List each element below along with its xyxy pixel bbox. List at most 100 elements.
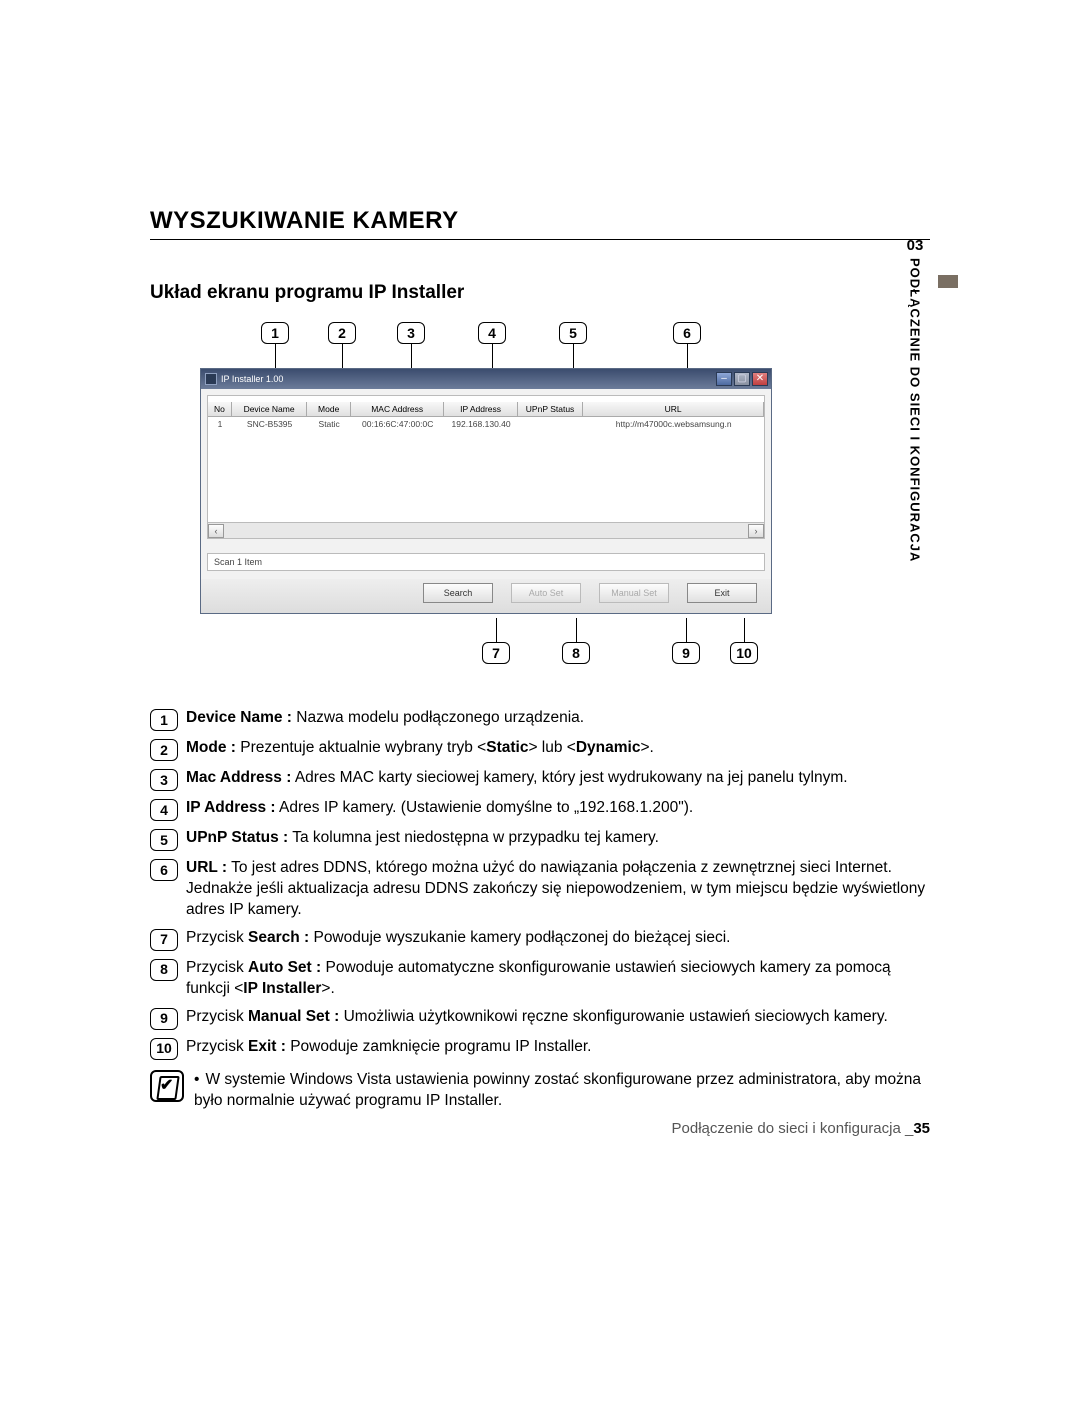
legend-item-10: 10 Przycisk Exit : Powoduje zamknięcie pr… bbox=[150, 1037, 930, 1060]
note-icon bbox=[150, 1070, 184, 1102]
callout-9: 9 bbox=[672, 642, 700, 664]
callout-7: 7 bbox=[482, 642, 510, 664]
legend-number: 9 bbox=[150, 1008, 178, 1030]
callout-tick bbox=[342, 344, 343, 368]
window-controls: – ▢ ✕ bbox=[716, 372, 768, 386]
search-button[interactable]: Search bbox=[423, 583, 493, 603]
section-title: Układ ekranu programu IP Installer bbox=[150, 282, 930, 304]
legend-number: 3 bbox=[150, 769, 178, 791]
note-block: •W systemie Windows Vista ustawienia pow… bbox=[150, 1070, 930, 1112]
minimize-button[interactable]: – bbox=[716, 372, 732, 386]
callout-1: 1 bbox=[261, 322, 289, 344]
legend-text: Przycisk Auto Set : Powoduje automatyczn… bbox=[186, 958, 930, 1000]
device-grid[interactable]: NoDevice NameModeMAC AddressIP AddressUP… bbox=[207, 395, 765, 523]
legend-text: UPnP Status : Ta kolumna jest niedostępn… bbox=[186, 828, 930, 849]
legend-number: 7 bbox=[150, 929, 178, 951]
ip-installer-window: IP Installer 1.00 – ▢ ✕ NoDevice NameMod… bbox=[200, 368, 772, 614]
column-header[interactable]: Device Name bbox=[232, 402, 307, 416]
column-header[interactable]: UPnP Status bbox=[518, 402, 584, 416]
legend-text: IP Address : Adres IP kamery. (Ustawieni… bbox=[186, 798, 930, 819]
legend-item-1: 1 Device Name : Nazwa modelu podłączonego… bbox=[150, 708, 930, 731]
callout-5: 5 bbox=[559, 322, 587, 344]
note-body: W systemie Windows Vista ustawienia powi… bbox=[194, 1071, 921, 1109]
column-header[interactable]: Mode bbox=[307, 402, 351, 416]
callout-row-bottom: 7 8 9 10 bbox=[200, 618, 820, 668]
legend-number: 8 bbox=[150, 959, 178, 981]
status-text: Scan 1 Item bbox=[207, 553, 765, 571]
legend-list: 1 Device Name : Nazwa modelu podłączonego… bbox=[150, 708, 930, 1060]
callout-tick bbox=[744, 618, 745, 642]
column-header[interactable]: No bbox=[208, 402, 232, 416]
grid-header-row: NoDevice NameModeMAC AddressIP AddressUP… bbox=[208, 402, 764, 417]
maximize-button[interactable]: ▢ bbox=[734, 372, 750, 386]
legend-item-2: 2 Mode : Prezentuje aktualnie wybrany try… bbox=[150, 738, 930, 761]
callout-4: 4 bbox=[478, 322, 506, 344]
legend-text: Mac Address : Adres MAC karty sieciowej … bbox=[186, 768, 930, 789]
legend-item-5: 5 UPnP Status : Ta kolumna jest niedostęp… bbox=[150, 828, 930, 851]
exit-button[interactable]: Exit bbox=[687, 583, 757, 603]
cell: SNC-B5395 bbox=[232, 417, 307, 431]
legend-number: 5 bbox=[150, 829, 178, 851]
callout-10: 10 bbox=[730, 642, 758, 664]
legend-number: 6 bbox=[150, 859, 178, 881]
note-text: •W systemie Windows Vista ustawienia pow… bbox=[194, 1070, 930, 1112]
cell: http://m47000c.websamsung.n bbox=[583, 417, 764, 431]
legend-item-3: 3 Mac Address : Adres MAC karty sieciowej… bbox=[150, 768, 930, 791]
page-footer: Podłączenie do sieci i konfiguracja _35 bbox=[150, 1120, 930, 1137]
legend-number: 4 bbox=[150, 799, 178, 821]
side-tab-marker bbox=[938, 275, 958, 288]
footer-text: Podłączenie do sieci i konfiguracja _ bbox=[672, 1120, 914, 1137]
callout-6: 6 bbox=[673, 322, 701, 344]
column-header[interactable]: MAC Address bbox=[351, 402, 444, 416]
callout-tick bbox=[576, 618, 577, 642]
cell: 192.168.130.40 bbox=[444, 417, 517, 431]
callout-tick bbox=[492, 344, 493, 368]
callout-tick bbox=[686, 618, 687, 642]
screenshot-figure: 1 2 3 4 5 6 IP Installer 1.00 – ▢ ✕ NoDevice … bbox=[200, 322, 820, 668]
callout-8: 8 bbox=[562, 642, 590, 664]
legend-number: 2 bbox=[150, 739, 178, 761]
manual-set-button: Manual Set bbox=[599, 583, 669, 603]
legend-item-4: 4 IP Address : Adres IP kamery. (Ustawien… bbox=[150, 798, 930, 821]
cell: Static bbox=[307, 417, 351, 431]
window-title: IP Installer 1.00 bbox=[221, 374, 283, 384]
callout-row-top: 1 2 3 4 5 6 bbox=[200, 322, 820, 368]
column-header[interactable]: IP Address bbox=[444, 402, 517, 416]
close-button[interactable]: ✕ bbox=[752, 372, 768, 386]
callout-tick bbox=[275, 344, 276, 368]
callout-2: 2 bbox=[328, 322, 356, 344]
legend-text: Przycisk Exit : Powoduje zamknięcie prog… bbox=[186, 1037, 930, 1058]
auto-set-button: Auto Set bbox=[511, 583, 581, 603]
column-header[interactable]: URL bbox=[583, 402, 764, 416]
app-icon bbox=[205, 373, 217, 385]
scroll-left-button[interactable]: ‹ bbox=[208, 524, 224, 538]
horizontal-scrollbar[interactable]: ‹ › bbox=[207, 523, 765, 539]
legend-text: Przycisk Manual Set : Umożliwia użytkown… bbox=[186, 1007, 930, 1028]
scroll-right-button[interactable]: › bbox=[748, 524, 764, 538]
legend-text: URL : To jest adres DDNS, którego można … bbox=[186, 858, 930, 921]
legend-item-9: 9 Przycisk Manual Set : Umożliwia użytkow… bbox=[150, 1007, 930, 1030]
legend-text: Mode : Prezentuje aktualnie wybrany tryb… bbox=[186, 738, 930, 759]
legend-number: 1 bbox=[150, 709, 178, 731]
legend-number: 10 bbox=[150, 1038, 178, 1060]
legend-item-7: 7 Przycisk Search : Powoduje wyszukanie k… bbox=[150, 928, 930, 951]
page-number: 35 bbox=[913, 1120, 930, 1137]
cell bbox=[518, 417, 584, 431]
callout-tick bbox=[687, 344, 688, 368]
cell: 00:16:6C:47:00:0C bbox=[351, 417, 444, 431]
button-row: Search Auto Set Manual Set Exit bbox=[201, 579, 771, 613]
page-title: WYSZUKIWANIE KAMERY bbox=[150, 207, 930, 240]
legend-item-6: 6 URL : To jest adres DDNS, którego można… bbox=[150, 858, 930, 921]
legend-text: Przycisk Search : Powoduje wyszukanie ka… bbox=[186, 928, 930, 949]
callout-3: 3 bbox=[397, 322, 425, 344]
cell: 1 bbox=[208, 417, 232, 431]
callout-tick bbox=[573, 344, 574, 368]
table-row[interactable]: 1SNC-B5395Static00:16:6C:47:00:0C192.168… bbox=[208, 417, 764, 431]
window-titlebar[interactable]: IP Installer 1.00 – ▢ ✕ bbox=[201, 369, 771, 389]
bullet-icon: • bbox=[194, 1071, 199, 1088]
legend-item-8: 8 Przycisk Auto Set : Powoduje automatycz… bbox=[150, 958, 930, 1000]
callout-tick bbox=[496, 618, 497, 642]
legend-text: Device Name : Nazwa modelu podłączonego … bbox=[186, 708, 930, 729]
page-content: WYSZUKIWANIE KAMERY Układ ekranu program… bbox=[150, 207, 930, 1111]
callout-tick bbox=[411, 344, 412, 368]
